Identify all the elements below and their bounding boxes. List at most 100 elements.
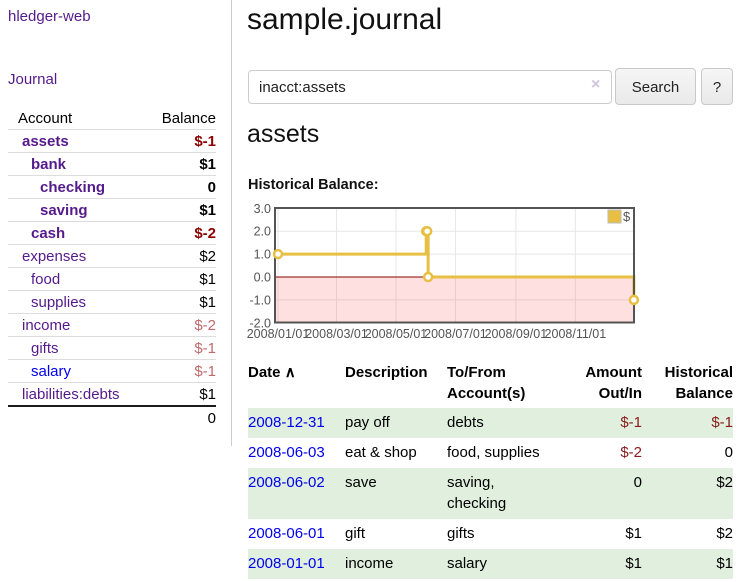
transaction-accounts: gifts [447, 525, 475, 542]
account-balance: $1 [199, 270, 216, 288]
account-link-gifts[interactable]: gifts [31, 339, 59, 357]
account-link-saving[interactable]: saving [40, 201, 88, 219]
transaction-balance: 0 [724, 444, 733, 461]
account-link-food[interactable]: food [31, 270, 61, 288]
transaction-date-link[interactable]: 2008-01-01 [248, 555, 325, 572]
transaction-amount: $-2 [620, 444, 642, 461]
account-table-header: Account Balance [8, 107, 216, 130]
sidebar-divider [231, 0, 232, 446]
column-header-accounts: To/From Account(s) [447, 364, 526, 402]
transaction-accounts: food, supplies [447, 444, 540, 461]
transaction-date-link[interactable]: 2008-12-31 [248, 414, 325, 431]
svg-text:2008/03/01: 2008/03/01 [305, 327, 368, 341]
transaction-date-link[interactable]: 2008-06-01 [248, 525, 325, 542]
account-balance: 0 [207, 178, 216, 196]
account-row-income: income $-2 [8, 314, 216, 337]
transaction-balance: $2 [716, 474, 733, 491]
column-header-description: Description [345, 364, 428, 381]
transaction-row: 2008-12-31 pay off debts $-1 $-1 [248, 408, 733, 438]
account-balance: $1 [199, 155, 216, 173]
account-row-cash: cash $-2 [8, 222, 216, 245]
search-input[interactable] [248, 70, 612, 104]
svg-text:0.0: 0.0 [254, 271, 271, 285]
transaction-accounts: salary [447, 555, 488, 572]
transaction-amount: 0 [633, 474, 642, 491]
svg-text:-2.0: -2.0 [249, 316, 271, 330]
transaction-balance: $2 [716, 525, 733, 542]
account-link-expenses[interactable]: expenses [22, 247, 87, 265]
svg-text:2008/07/01: 2008/07/01 [424, 327, 487, 341]
transaction-description: save [345, 474, 377, 491]
clear-search-icon[interactable]: × [591, 76, 601, 93]
transaction-amount: $-1 [620, 414, 642, 431]
transaction-description: eat & shop [345, 444, 417, 461]
transaction-row: 2008-06-03 eat & shop food, supplies $-2… [248, 438, 733, 468]
transaction-description: pay off [345, 414, 390, 431]
search-button[interactable]: Search [615, 68, 696, 105]
transaction-accounts: saving, checking [447, 474, 507, 512]
svg-text:2008/11/01: 2008/11/01 [545, 327, 607, 341]
account-link-cash[interactable]: cash [31, 224, 66, 242]
date-header-label: Date [248, 364, 281, 381]
transaction-accounts: debts [447, 414, 484, 431]
page-title: sample.journal [247, 3, 443, 36]
account-row-saving: saving $1 [8, 199, 216, 222]
account-link-bank[interactable]: bank [31, 155, 67, 173]
account-balance: $-2 [194, 316, 216, 334]
column-header-date[interactable]: Date ∧ [248, 360, 345, 408]
transaction-amount: $1 [625, 525, 642, 542]
account-link-checking[interactable]: checking [40, 178, 106, 196]
chart-heading: Historical Balance: [248, 177, 379, 193]
account-row-bank: bank $1 [8, 153, 216, 176]
account-balance: $1 [199, 293, 216, 311]
account-row-salary: salary $-1 [8, 360, 216, 383]
svg-text:2.0: 2.0 [254, 225, 271, 239]
account-link-income[interactable]: income [22, 316, 71, 334]
transaction-row: 2008-01-01 income salary $1 $1 [248, 549, 733, 579]
account-row-supplies: supplies $1 [8, 291, 216, 314]
total-balance: 0 [207, 409, 216, 427]
account-balance: $2 [199, 247, 216, 265]
account-balance: $-1 [194, 339, 216, 357]
account-balance: $-1 [194, 362, 216, 380]
account-link-assets[interactable]: assets [22, 132, 69, 150]
account-row-expenses: expenses $2 [8, 245, 216, 268]
transaction-balance: $-1 [711, 414, 733, 431]
svg-text:2008/01/01: 2008/01/01 [247, 327, 310, 341]
historical-balance-chart: $3.0 2.0 1.0 0.0 -1.0 -2.02008/01/012008/03/0… [247, 202, 640, 341]
balance-column-header: Balance [161, 109, 216, 127]
account-row-liabilities-debts: liabilities:debts $1 [8, 383, 216, 406]
transactions-header-row: Date ∧ Description To/From Account(s) Am… [248, 360, 733, 408]
transaction-row: 2008-06-01 gift gifts $1 $2 [248, 519, 733, 549]
account-link-salary[interactable]: salary [31, 362, 72, 380]
brand-link[interactable]: hledger-web [8, 8, 91, 25]
account-heading: assets [247, 120, 320, 148]
account-column-header: Account [18, 109, 73, 127]
sidebar-item-journal[interactable]: Journal [8, 71, 58, 88]
transactions-table: Date ∧ Description To/From Account(s) Am… [248, 360, 733, 579]
transaction-description: gift [345, 525, 366, 542]
svg-text:3.0: 3.0 [254, 202, 271, 216]
account-balance-table: Account Balance assets $-1 bank $1 check… [8, 107, 216, 429]
transaction-balance: $1 [716, 555, 733, 572]
svg-text:1.0: 1.0 [254, 248, 271, 262]
transaction-date-link[interactable]: 2008-06-03 [248, 444, 325, 461]
sort-ascending-icon: ∧ [284, 364, 296, 381]
column-header-amount: Amount Out/In [585, 364, 642, 402]
column-header-balance: Historical Balance [664, 364, 733, 402]
account-balance: $-2 [194, 224, 216, 242]
svg-text:$: $ [623, 209, 631, 224]
account-row-checking: checking 0 [8, 176, 216, 199]
transaction-date-link[interactable]: 2008-06-02 [248, 474, 325, 491]
transaction-row: 2008-06-02 save saving, checking 0 $2 [248, 468, 733, 519]
account-balance: $1 [199, 385, 216, 403]
account-balance: $-1 [194, 132, 216, 150]
help-button[interactable]: ? [701, 68, 733, 105]
account-row-gifts: gifts $-1 [8, 337, 216, 360]
account-link-liabilities-debts[interactable]: liabilities:debts [22, 385, 120, 403]
account-row-assets: assets $-1 [8, 130, 216, 153]
svg-text:2008/05/01: 2008/05/01 [365, 327, 428, 341]
account-link-supplies[interactable]: supplies [31, 293, 87, 311]
svg-text:-1.0: -1.0 [249, 293, 271, 307]
